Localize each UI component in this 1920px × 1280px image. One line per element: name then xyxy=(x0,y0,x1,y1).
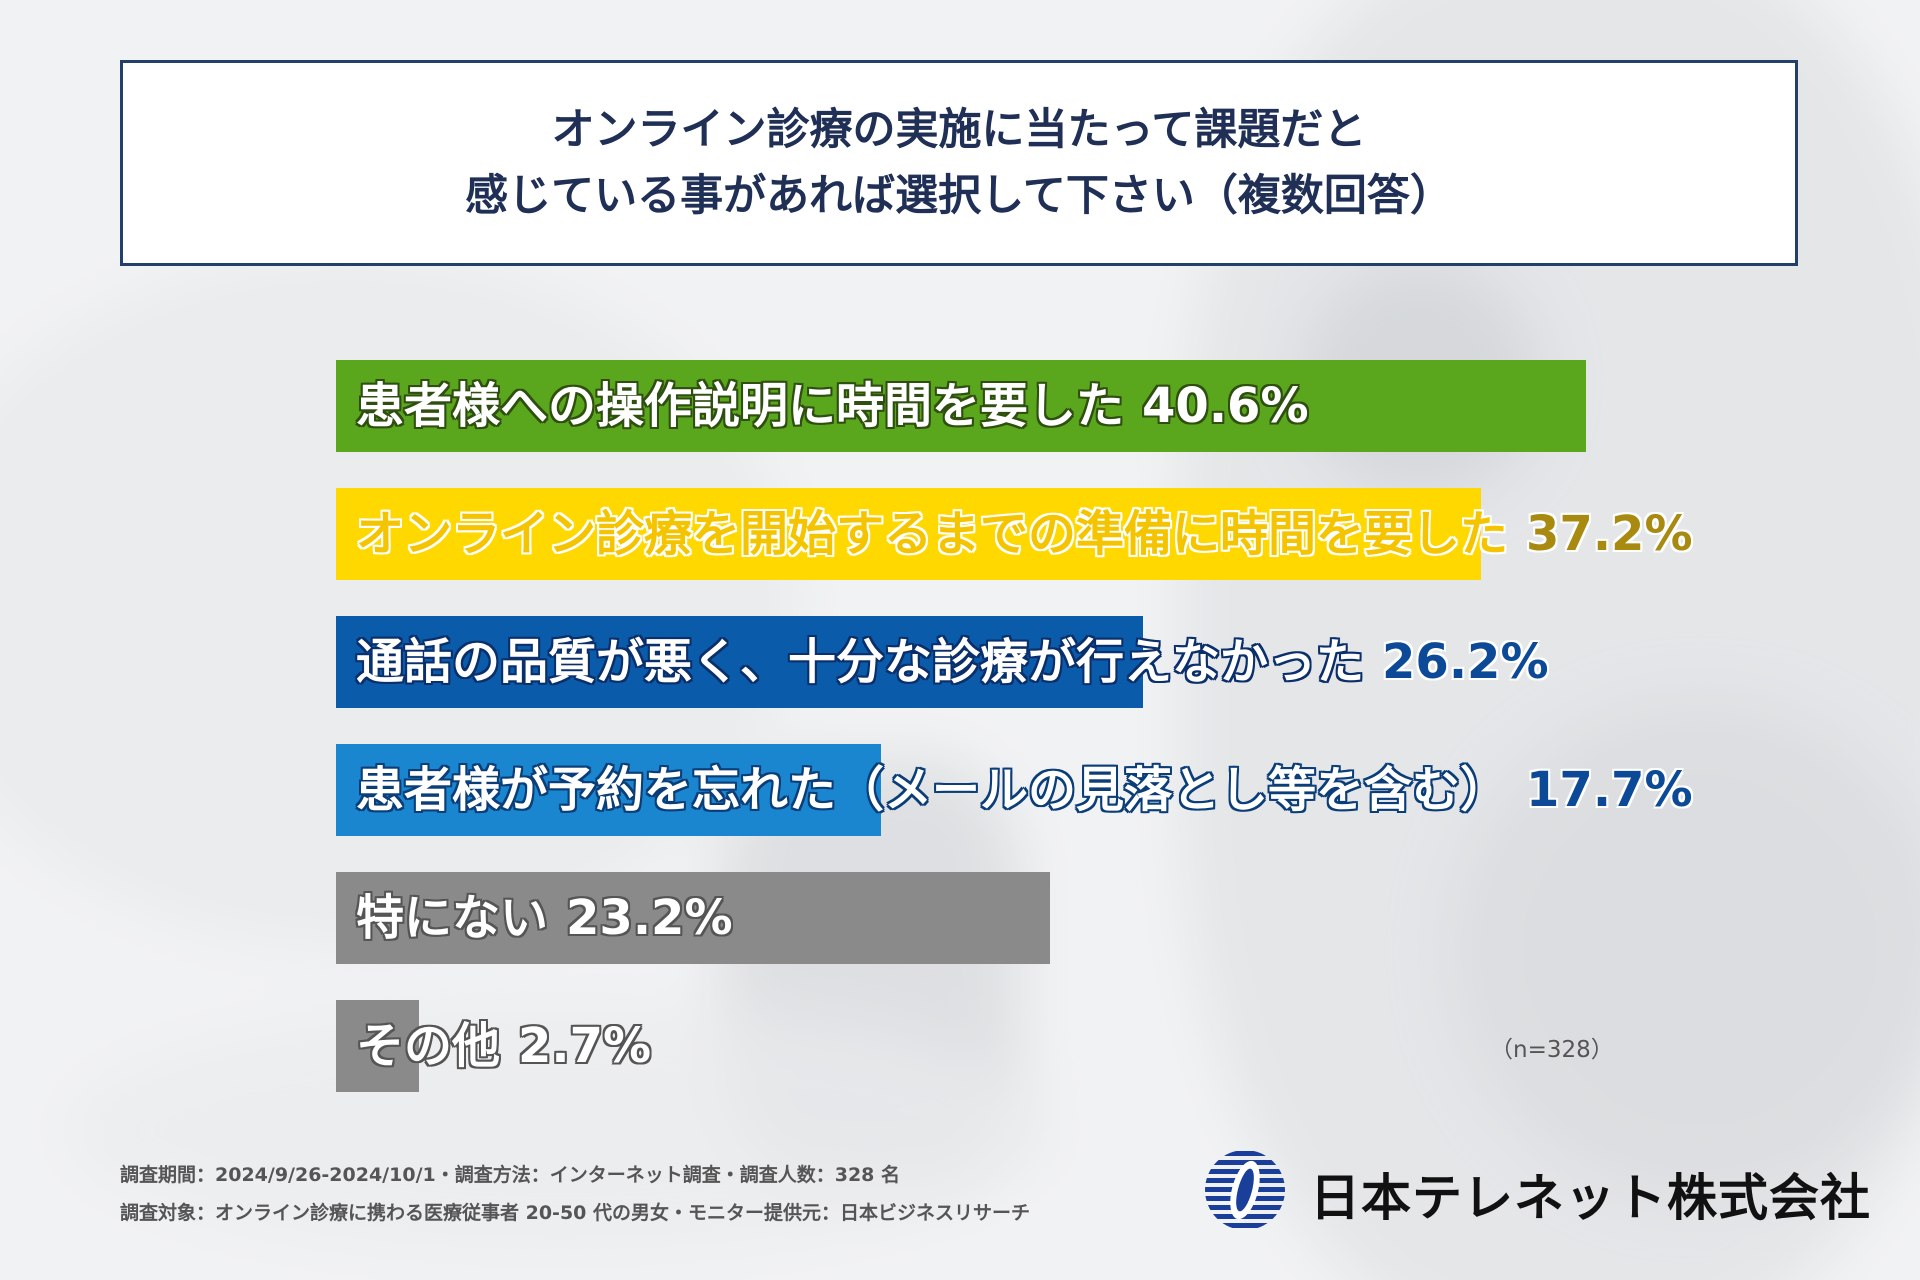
bar-category-2: オンライン診療を開始するまでの準備に時間を要した xyxy=(356,506,1509,562)
sample-size-note: （n=328） xyxy=(1490,1037,1614,1063)
bar-value-6: 2.7% xyxy=(518,1018,652,1074)
chart-title-box: オンライン診療の実施に当たって課題だと 感じている事があれば選択して下さい（複数… xyxy=(120,60,1798,266)
bar-category-4: 患者様が予約を忘れた（メールの見落とし等を含む） xyxy=(356,762,1509,818)
bar-label-3: 通話の品質が悪く、十分な診療が行えなかった 26.2% xyxy=(356,616,1549,708)
company-logo-icon xyxy=(1205,1151,1285,1228)
bar-5 xyxy=(336,872,1050,964)
bar-2 xyxy=(336,488,1481,580)
bar-label-1: 患者様への操作説明に時間を要した 40.6% xyxy=(356,360,1309,452)
bar-category-1: 患者様への操作説明に時間を要した xyxy=(356,378,1125,434)
bar-value-5: 23.2% xyxy=(566,890,733,946)
bar-4 xyxy=(336,744,881,836)
bar-label-2: オンライン診療を開始するまでの準備に時間を要した 37.2% xyxy=(356,488,1693,580)
bar-label-6: その他 2.7% xyxy=(356,1000,651,1092)
title-line-2: 感じている事があれば選択して下さい（複数回答） xyxy=(465,171,1453,221)
bar-label-4: 患者様が予約を忘れた（メールの見落とし等を含む） 17.7% xyxy=(356,744,1693,836)
bar-category-6: その他 xyxy=(356,1018,501,1074)
bar-value-1: 40.6% xyxy=(1142,378,1309,434)
bar-value-3: 26.2% xyxy=(1382,634,1549,690)
bar-6 xyxy=(336,1000,419,1092)
company-name: 日本テレネット株式会社 xyxy=(1310,1169,1871,1227)
bar-label-5: 特にない 23.2% xyxy=(356,872,733,964)
bar-category-5: 特にない xyxy=(356,890,549,946)
bar-value-2: 37.2% xyxy=(1526,506,1693,562)
bar-3 xyxy=(336,616,1143,708)
title-line-1: オンライン診療の実施に当たって課題だと xyxy=(551,105,1367,155)
footer-survey-target: 調査対象：オンライン診療に携わる医療従事者 20‐50 代の男女・モニター提供元… xyxy=(120,1202,1030,1224)
footer-survey-period: 調査期間：2024/9/26-2024/10/1・調査方法：インターネット調査・… xyxy=(120,1164,901,1186)
bar-category-3: 通話の品質が悪く、十分な診療が行えなかった xyxy=(356,634,1365,690)
bar-1 xyxy=(336,360,1586,452)
bar-value-4: 17.7% xyxy=(1526,762,1693,818)
